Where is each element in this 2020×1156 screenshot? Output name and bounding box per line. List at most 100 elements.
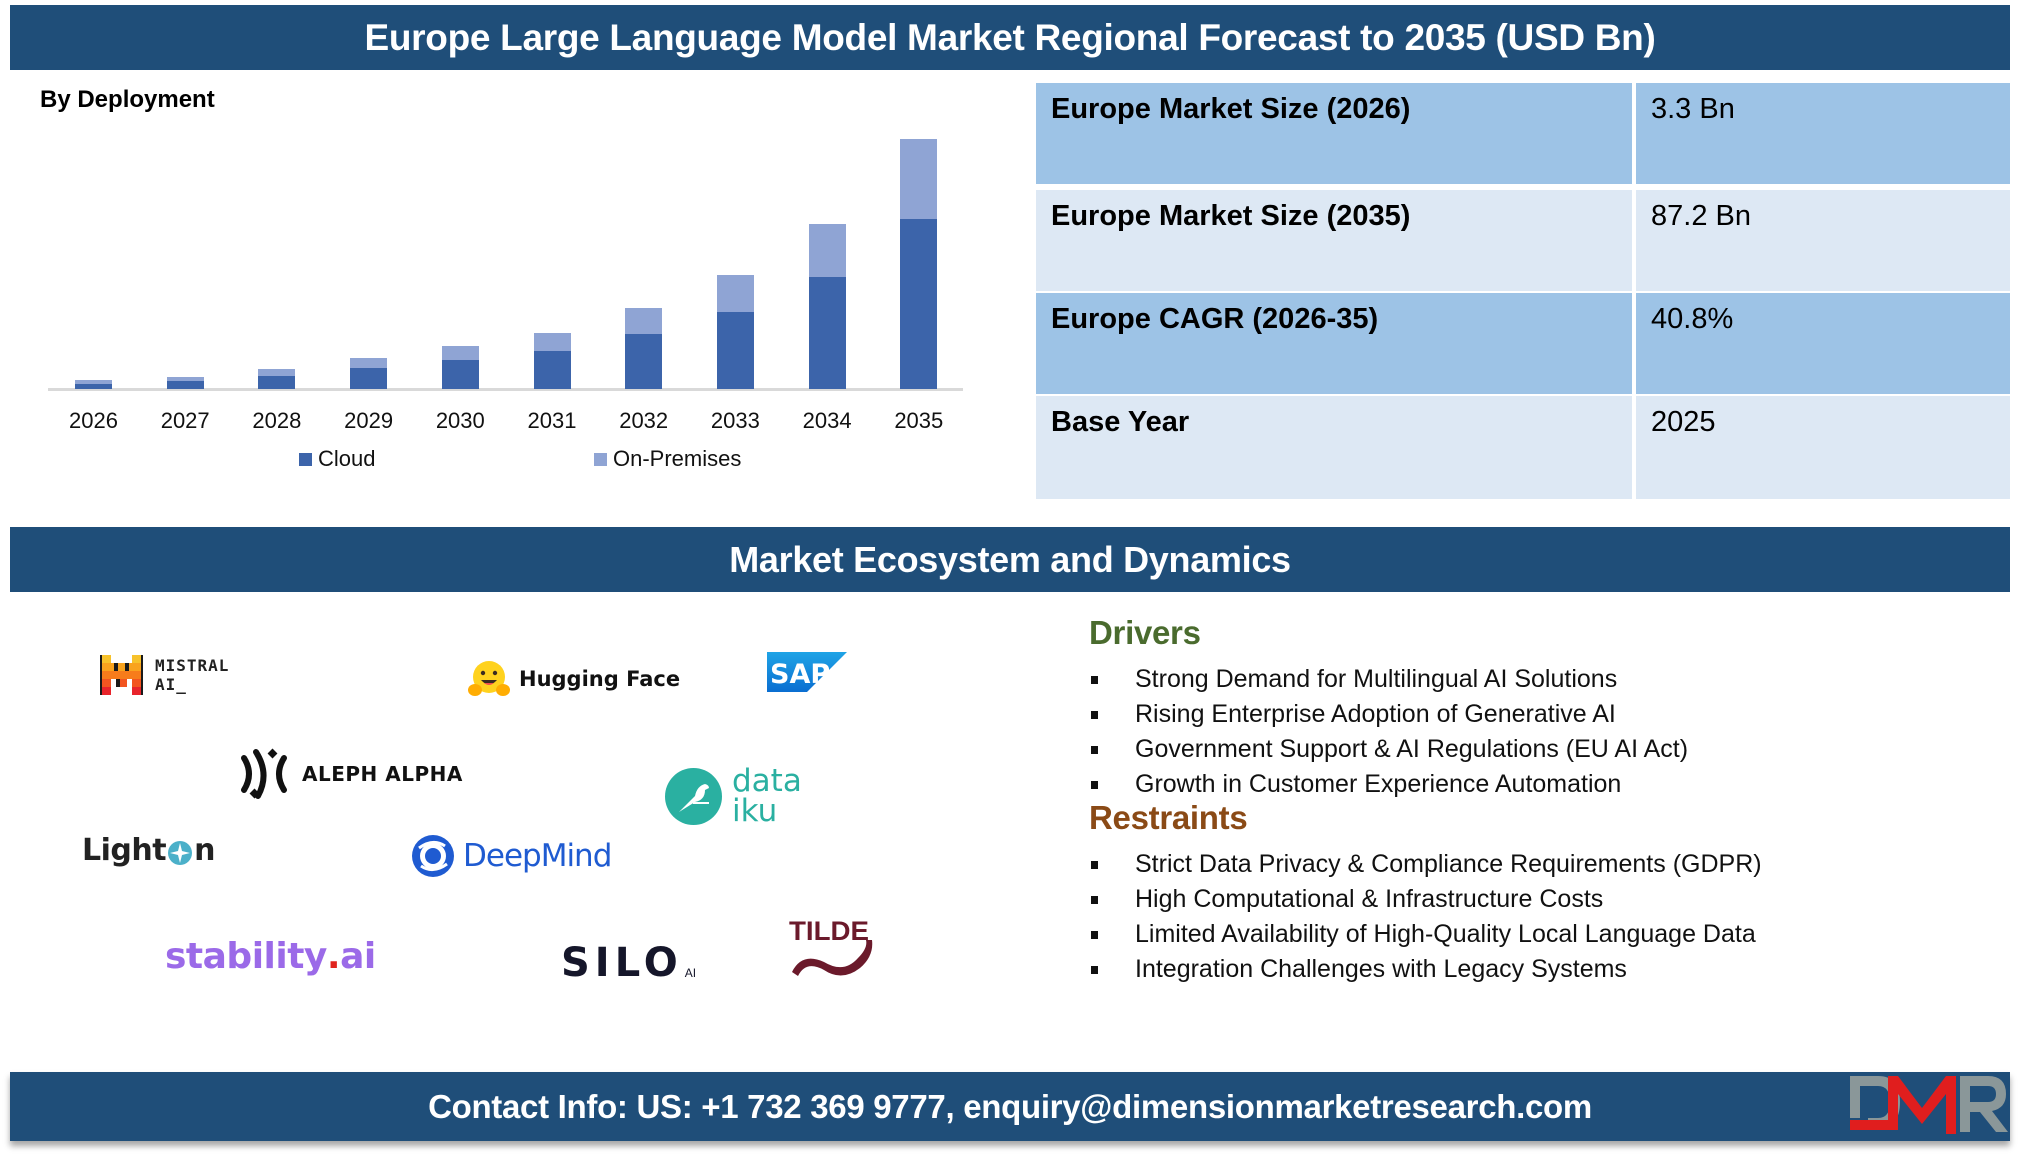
mistral-m-icon <box>100 655 143 695</box>
restraint-item: Strict Data Privacy & Compliance Require… <box>1089 847 1762 882</box>
silo-wordmark: SILO <box>561 940 683 986</box>
logo-stability-ai: stability . ai <box>165 936 376 977</box>
x-axis-line <box>48 388 963 391</box>
bar-2030 <box>441 346 479 389</box>
square-bullet-icon <box>1091 780 1098 789</box>
page-title-banner: Europe Large Language Model Market Regio… <box>10 5 2010 70</box>
legend-swatch-cloud <box>299 452 312 466</box>
sap-logo-icon: SAP <box>767 652 847 692</box>
bar-segment-cloud <box>533 351 571 389</box>
aleph-alpha-wordmark: ALEPH ALPHA <box>302 762 463 786</box>
stability-wordmark-prefix: stability <box>165 936 327 977</box>
bar-segment-cloud <box>625 334 663 389</box>
driver-item: Rising Enterprise Adoption of Generative… <box>1089 697 1688 732</box>
bar-segment-cloud <box>258 376 296 389</box>
restraint-text: Strict Data Privacy & Compliance Require… <box>1135 850 1762 878</box>
logo-mistral-ai: MISTRAL AI_ <box>100 655 229 695</box>
mistral-wordmark-line2: AI_ <box>155 675 187 694</box>
lighton-wordmark-suffix: n <box>194 833 215 868</box>
aleph-alpha-icon <box>241 748 287 799</box>
bar-2026 <box>75 379 112 389</box>
bar-segment-on-premises <box>441 346 479 361</box>
bar-2027 <box>166 377 204 389</box>
ecosystem-banner: Market Ecosystem and Dynamics <box>10 527 2010 592</box>
bar-2032 <box>625 308 663 389</box>
stat-label: Europe Market Size (2026) <box>1036 83 1632 184</box>
logo-lighton: Light n <box>82 833 215 868</box>
x-axis-label: 2031 <box>527 408 577 433</box>
square-bullet-icon <box>1091 710 1098 719</box>
restraints-list: Strict Data Privacy & Compliance Require… <box>1089 847 1762 987</box>
deepmind-swirl-icon <box>412 835 454 877</box>
stat-value: 3.3 Bn <box>1636 83 2010 184</box>
x-axis-label: 2030 <box>435 408 485 433</box>
restraint-text: Integration Challenges with Legacy Syste… <box>1135 955 1627 983</box>
bar-2035 <box>900 139 938 389</box>
mistral-wordmark: MISTRAL AI_ <box>155 656 229 694</box>
tilde-logo-icon: TILDE <box>789 916 873 976</box>
contact-info: Contact Info: US: +1 732 369 9777, enqui… <box>428 1087 1592 1125</box>
drivers-list: Strong Demand for Multilingual AI Soluti… <box>1089 662 1688 802</box>
dataiku-bird-icon <box>665 767 722 825</box>
bar-segment-on-premises <box>350 358 388 369</box>
logo-silo-ai: SILO AI <box>561 940 696 986</box>
bar-segment-on-premises <box>716 275 754 313</box>
hugging-face-wordmark: Hugging Face <box>519 667 681 691</box>
x-axis-label: 2028 <box>252 408 302 433</box>
restraint-item: Integration Challenges with Legacy Syste… <box>1089 952 1762 987</box>
driver-text: Growth in Customer Experience Automation <box>1135 770 1622 798</box>
x-axis-label: 2026 <box>69 408 118 433</box>
x-axis-label: 2027 <box>160 408 210 433</box>
square-bullet-icon <box>1091 895 1098 904</box>
stat-row-market-size-2026: Europe Market Size (2026) 3.3 Bn <box>1036 83 2010 184</box>
restraints-heading: Restraints <box>1089 799 1248 836</box>
bar-segment-on-premises <box>625 308 663 335</box>
chart-subtitle: By Deployment <box>40 86 215 113</box>
bar-segment-cloud <box>900 218 938 389</box>
bar-segment-on-premises <box>166 377 204 382</box>
bar-segment-cloud <box>75 384 112 389</box>
mistral-wordmark-line1: MISTRAL <box>155 656 230 675</box>
bar-2029 <box>350 358 388 389</box>
stat-value: 40.8% <box>1636 293 2010 394</box>
bar-segment-on-premises <box>808 224 846 278</box>
logo-sap: SAP <box>767 652 847 692</box>
svg-text:TILDE: TILDE <box>789 916 869 946</box>
legend-item-on-premises: On-Premises <box>594 446 741 472</box>
hugging-face-emoji-icon <box>468 661 510 696</box>
deepmind-wordmark: DeepMind <box>463 838 612 874</box>
restraint-text: Limited Availability of High-Quality Loc… <box>1135 920 1756 948</box>
stability-wordmark-suffix: ai <box>340 936 376 977</box>
ecosystem-title: Market Ecosystem and Dynamics <box>729 538 1291 580</box>
logo-deepmind: DeepMind <box>411 834 612 878</box>
x-axis-label: 2033 <box>710 408 760 433</box>
driver-text: Strong Demand for Multilingual AI Soluti… <box>1135 665 1618 693</box>
stacked-bar-chart: 2026 2027 2028 2029 2030 2031 2032 2033 2034 2035… <box>0 0 1000 500</box>
restraint-item: Limited Availability of High-Quality Loc… <box>1089 917 1762 952</box>
logo-dataiku: data iku <box>665 763 802 827</box>
driver-item: Growth in Customer Experience Automation <box>1089 767 1688 802</box>
bar-2034 <box>808 224 846 389</box>
stat-value: 2025 <box>1636 396 2010 499</box>
driver-text: Government Support & AI Regulations (EU … <box>1135 735 1689 763</box>
square-bullet-icon <box>1091 675 1098 684</box>
page-title: Europe Large Language Model Market Regio… <box>364 16 1656 58</box>
logo-hugging-face: Hugging Face <box>468 659 680 699</box>
bar-segment-on-premises <box>900 139 938 219</box>
drivers-heading: Drivers <box>1089 614 1201 651</box>
dataiku-wordmark-line1: data <box>732 763 802 799</box>
stat-label: Europe Market Size (2035) <box>1036 190 1632 291</box>
driver-item: Government Support & AI Regulations (EU … <box>1089 732 1688 767</box>
logo-tilde: TILDE <box>788 916 874 978</box>
stat-label: Europe CAGR (2026-35) <box>1036 293 1632 394</box>
bar-segment-on-premises <box>75 379 112 385</box>
footer-banner: Contact Info: US: +1 732 369 9777, enqui… <box>10 1072 2010 1141</box>
square-bullet-icon <box>1091 745 1098 754</box>
lighton-star-icon <box>168 840 193 865</box>
x-axis-label: 2029 <box>344 408 394 433</box>
dataiku-wordmark: data iku <box>732 763 802 827</box>
restraint-text: High Computational & Infrastructure Cost… <box>1135 885 1604 913</box>
logo-aleph-alpha: ALEPH ALPHA <box>240 748 463 800</box>
x-axis-label: 2034 <box>802 408 852 433</box>
x-axis-label: 2032 <box>619 408 669 433</box>
